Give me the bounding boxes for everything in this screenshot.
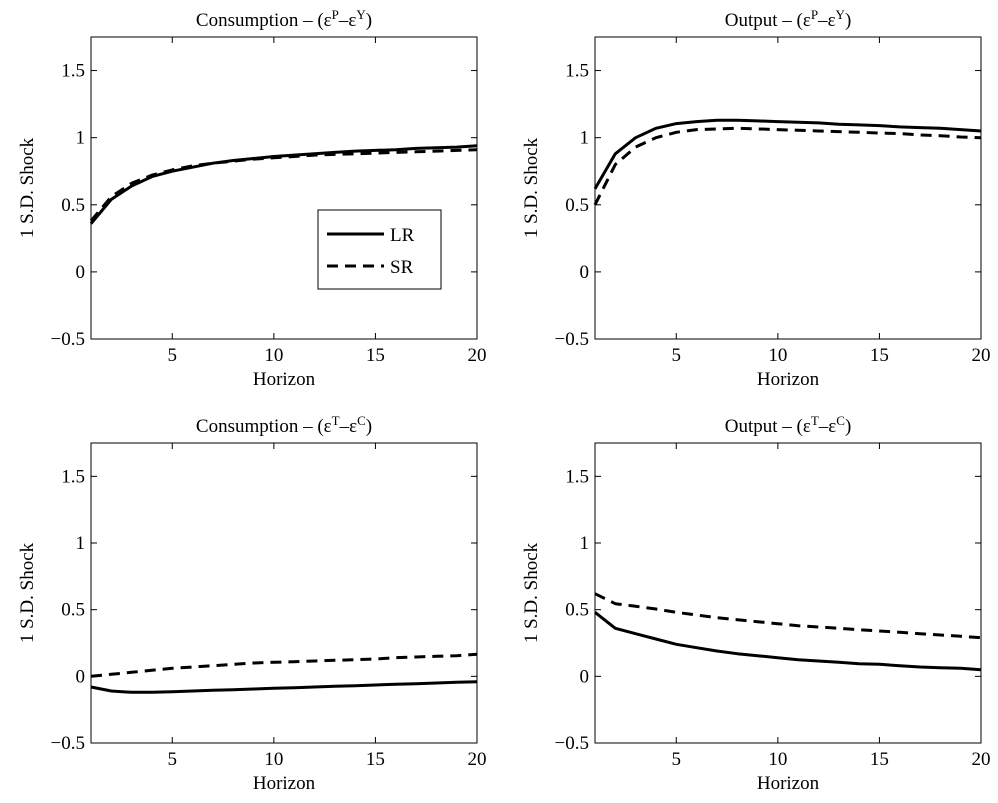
ytick-label: 0 bbox=[76, 666, 86, 687]
xtick-label: 10 bbox=[264, 749, 283, 770]
xtick-label: 20 bbox=[468, 749, 487, 770]
series-line-lr bbox=[90, 680, 478, 694]
ytick-label: 1.5 bbox=[565, 466, 589, 487]
x-axis-label: Horizon bbox=[253, 773, 316, 794]
chart-title: Consumption – (εT–εC) bbox=[196, 413, 372, 438]
series-line-lr bbox=[593, 118, 982, 190]
ytick-label: −0.5 bbox=[51, 733, 85, 754]
ytick-label: 0.5 bbox=[565, 195, 589, 216]
axes-frame bbox=[90, 442, 478, 744]
legend-label-sr: SR bbox=[390, 257, 414, 278]
ytick-label: 0.5 bbox=[61, 195, 85, 216]
xtick-label: 15 bbox=[870, 345, 889, 366]
subplot-3: −0.5 0 0.5 1 1.5 5 10 15 20 Consumption – (εT–εC)… bbox=[17, 413, 487, 795]
ytick-label: 1 bbox=[580, 128, 590, 149]
subplot-4: −0.5 0 0.5 1 1.5 5 10 15 20 Output – (εT–εC) Horiz… bbox=[521, 413, 991, 795]
xtick-label: 15 bbox=[366, 345, 385, 366]
xtick-label: 5 bbox=[672, 749, 682, 770]
xtick-label: 5 bbox=[168, 749, 178, 770]
axes-frame bbox=[594, 442, 982, 744]
ytick-label: 1.5 bbox=[61, 61, 85, 82]
ytick-label: 0.5 bbox=[61, 600, 85, 621]
x-axis-label: Horizon bbox=[757, 369, 820, 390]
series-line-sr bbox=[594, 592, 982, 640]
chart-title: Consumption – (εP–εY) bbox=[196, 7, 372, 32]
xtick-label: 10 bbox=[768, 345, 787, 366]
axes-frame bbox=[594, 36, 982, 340]
ytick-label: 0 bbox=[580, 262, 590, 283]
series-line-sr bbox=[593, 126, 982, 206]
x-axis-label: Horizon bbox=[253, 369, 316, 390]
ytick-label: 0 bbox=[580, 666, 590, 687]
xtick-label: 15 bbox=[366, 749, 385, 770]
axes-frame bbox=[90, 36, 478, 340]
legend: LR SR bbox=[317, 209, 442, 290]
xtick-label: 10 bbox=[264, 345, 283, 366]
y-axis-label: 1 S.D. Shock bbox=[17, 137, 38, 238]
legend-box bbox=[317, 209, 442, 290]
subplot-2: −0.5 0 0.5 1 1.5 5 10 15 20 Output – (εP–εY) Horiz… bbox=[521, 7, 991, 391]
ytick-label: 1 bbox=[76, 533, 86, 554]
y-axis-label: 1 S.D. Shock bbox=[17, 542, 38, 643]
subplot-1: −0.5 0 0.5 1 1.5 5 10 15 20 Consumption – (εP–εY)… bbox=[17, 7, 487, 391]
chart-title: Output – (εP–εY) bbox=[725, 7, 852, 32]
xtick-label: 20 bbox=[972, 749, 991, 770]
ytick-label: 1.5 bbox=[565, 61, 589, 82]
ytick-label: −0.5 bbox=[555, 733, 589, 754]
ytick-label: 0.5 bbox=[565, 600, 589, 621]
ytick-label: −0.5 bbox=[555, 329, 589, 350]
ytick-label: 1 bbox=[580, 533, 590, 554]
y-axis-label: 1 S.D. Shock bbox=[521, 542, 542, 643]
xtick-label: 5 bbox=[672, 345, 682, 366]
y-axis-label: 1 S.D. Shock bbox=[521, 137, 542, 238]
xtick-label: 20 bbox=[972, 345, 991, 366]
series-line-lr bbox=[594, 611, 982, 672]
xtick-label: 15 bbox=[870, 749, 889, 770]
chart-title: Output – (εT–εC) bbox=[725, 413, 852, 438]
ytick-label: 1 bbox=[76, 128, 86, 149]
x-axis-label: Horizon bbox=[757, 773, 820, 794]
legend-label-lr: LR bbox=[390, 225, 415, 246]
xtick-label: 10 bbox=[768, 749, 787, 770]
ytick-label: 0 bbox=[76, 262, 86, 283]
ytick-label: 1.5 bbox=[61, 466, 85, 487]
ytick-label: −0.5 bbox=[51, 329, 85, 350]
xtick-label: 5 bbox=[168, 345, 178, 366]
series-line-sr bbox=[90, 652, 478, 678]
series-line-sr bbox=[89, 148, 478, 222]
xtick-label: 20 bbox=[468, 345, 487, 366]
